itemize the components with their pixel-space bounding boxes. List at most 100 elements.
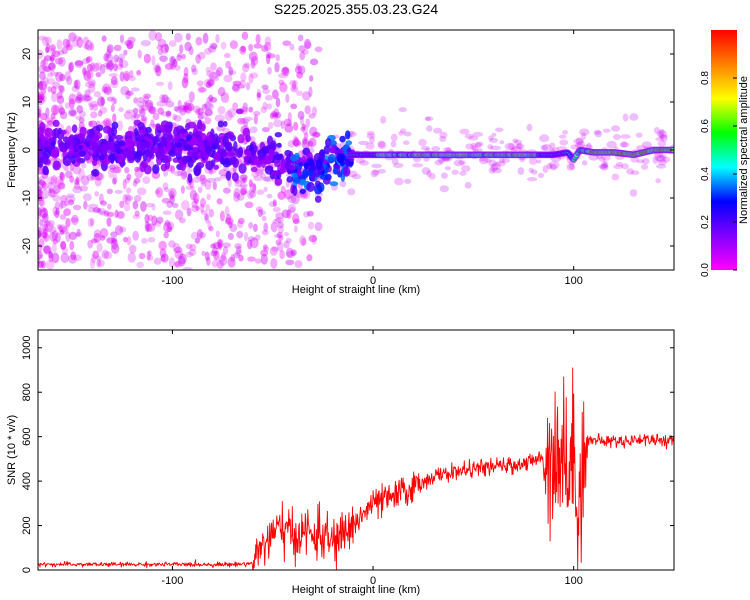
heat-blob bbox=[260, 253, 268, 265]
heat-blob bbox=[172, 113, 177, 121]
heat-blob bbox=[242, 177, 247, 184]
heat-blob bbox=[102, 83, 112, 94]
heat-haze bbox=[240, 118, 250, 124]
heat-blob bbox=[105, 63, 110, 70]
heat-haze bbox=[620, 141, 628, 148]
heat-core bbox=[346, 147, 352, 154]
y-tick-label: 0 bbox=[21, 567, 33, 573]
heat-blob bbox=[82, 36, 89, 46]
heat-blob bbox=[281, 209, 290, 219]
heat-blob bbox=[208, 71, 218, 80]
heat-blob bbox=[248, 51, 258, 62]
heat-blob bbox=[302, 49, 309, 55]
heat-haze bbox=[641, 141, 653, 149]
heat-haze bbox=[399, 128, 407, 134]
heat-core bbox=[96, 144, 104, 155]
heat-blob bbox=[40, 189, 50, 200]
heat-core bbox=[71, 124, 78, 133]
heat-blob bbox=[240, 177, 246, 184]
heat-blob bbox=[221, 252, 226, 262]
x-tick-label: 0 bbox=[370, 575, 376, 587]
heat-blob bbox=[62, 246, 69, 255]
heat-blob bbox=[261, 126, 270, 133]
heat-blob bbox=[48, 188, 53, 194]
heat-blob bbox=[138, 105, 145, 114]
heat-blob bbox=[161, 94, 169, 104]
heat-blob bbox=[168, 56, 174, 67]
heat-core bbox=[298, 179, 307, 186]
heat-blob bbox=[224, 110, 233, 121]
heat-core bbox=[88, 148, 97, 157]
heat-blob bbox=[210, 250, 218, 257]
heat-haze bbox=[659, 128, 665, 136]
heat-core bbox=[52, 160, 62, 171]
heat-blob bbox=[132, 214, 141, 220]
heat-blob bbox=[225, 60, 232, 69]
heat-blob bbox=[179, 44, 184, 54]
heat-haze bbox=[351, 173, 362, 180]
heat-blob bbox=[139, 108, 146, 118]
heat-blob bbox=[47, 226, 57, 234]
heat-haze bbox=[114, 189, 123, 194]
heat-blob bbox=[85, 56, 91, 64]
heat-blob bbox=[143, 95, 150, 104]
heat-blob bbox=[59, 73, 66, 82]
heat-core bbox=[39, 121, 46, 133]
heat-blob bbox=[174, 250, 184, 260]
spectrogram-x-ticks: -100 0 100 bbox=[161, 30, 583, 287]
heat-blob bbox=[218, 254, 228, 266]
heat-blob bbox=[203, 213, 209, 221]
heat-core bbox=[210, 159, 216, 167]
colorbar-ticks: 0.0 0.2 0.4 0.6 0.8 bbox=[700, 71, 737, 277]
heat-blob bbox=[146, 250, 151, 261]
heat-blob bbox=[181, 77, 189, 89]
heat-blob bbox=[58, 107, 66, 116]
heat-blob bbox=[256, 91, 261, 101]
heat-blob bbox=[299, 51, 306, 61]
heat-blob bbox=[287, 203, 297, 213]
heat-core bbox=[315, 159, 323, 170]
heat-core bbox=[291, 172, 299, 178]
heat-blob bbox=[151, 171, 161, 179]
heat-blob bbox=[206, 96, 212, 104]
heat-core bbox=[336, 152, 345, 164]
heat-blob bbox=[304, 41, 312, 49]
heat-core bbox=[193, 146, 199, 153]
heat-blob bbox=[38, 210, 42, 221]
heat-core bbox=[174, 147, 183, 157]
heat-blob bbox=[234, 243, 243, 250]
heat-core bbox=[110, 126, 118, 137]
heat-blob bbox=[96, 258, 102, 268]
heat-blob bbox=[44, 117, 53, 123]
heat-blob bbox=[301, 123, 306, 130]
heat-blob bbox=[279, 82, 288, 93]
heat-blob bbox=[89, 61, 96, 72]
y-tick-label: 1000 bbox=[21, 336, 33, 360]
heat-haze bbox=[622, 113, 629, 122]
heat-blob bbox=[275, 239, 282, 246]
heat-haze bbox=[286, 121, 292, 126]
heat-blob bbox=[280, 185, 286, 194]
heat-blob bbox=[39, 218, 44, 227]
heat-blob bbox=[74, 60, 84, 67]
y-tick-label: -10 bbox=[21, 190, 33, 206]
heat-blob bbox=[292, 135, 298, 147]
heat-blob bbox=[89, 103, 94, 111]
heat-blob bbox=[42, 76, 49, 87]
heat-core bbox=[65, 142, 71, 148]
heat-blob bbox=[254, 234, 261, 241]
heat-blob bbox=[293, 136, 300, 148]
heat-haze bbox=[487, 144, 494, 150]
heat-blob bbox=[57, 49, 65, 56]
heat-blob bbox=[169, 190, 175, 200]
heat-blob bbox=[56, 39, 63, 50]
heat-blob bbox=[58, 224, 68, 233]
heat-blob bbox=[166, 226, 173, 233]
heat-haze bbox=[394, 177, 404, 186]
heat-blob bbox=[240, 45, 246, 53]
heat-blob bbox=[308, 112, 316, 119]
heat-blob bbox=[70, 251, 77, 261]
y-tick-label: 400 bbox=[21, 472, 33, 490]
heat-blob bbox=[65, 231, 71, 243]
heat-haze bbox=[156, 100, 168, 107]
